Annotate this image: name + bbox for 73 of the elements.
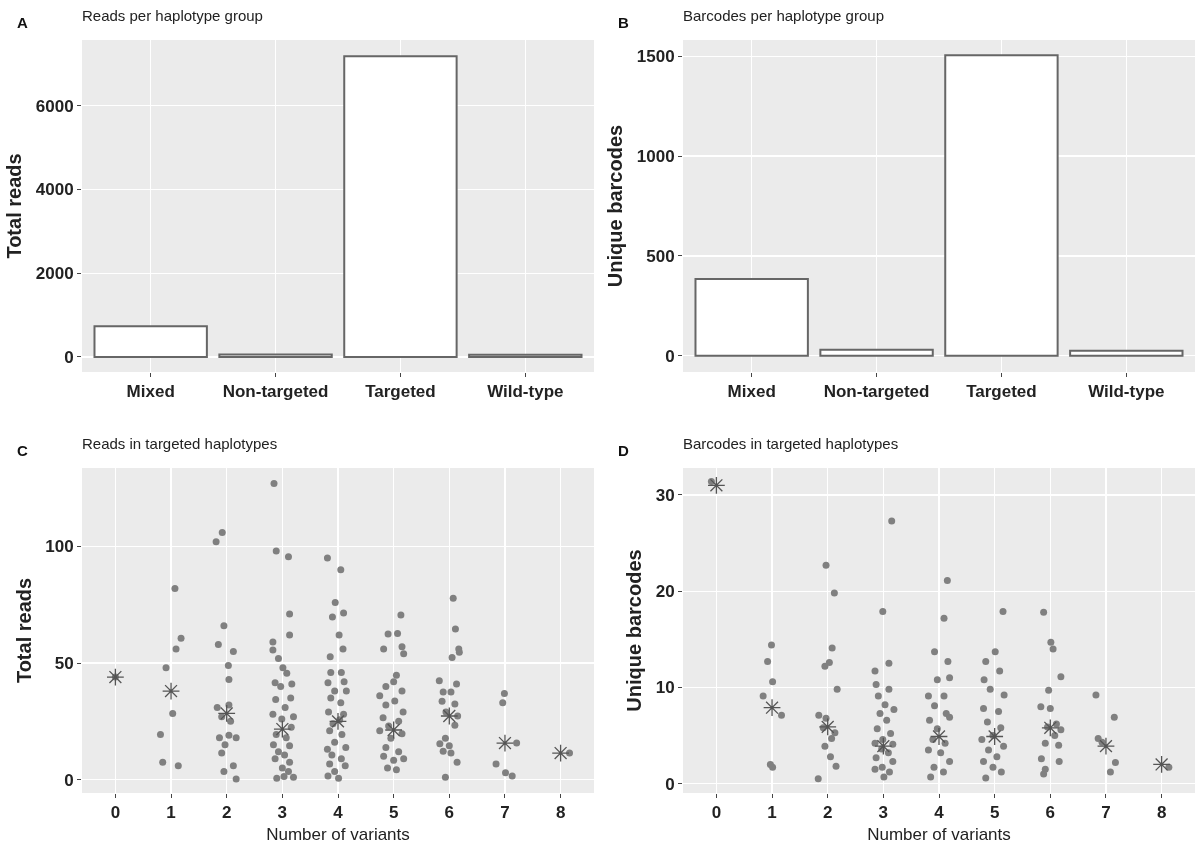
- x-tick-label: Targeted: [966, 382, 1037, 402]
- x-tick-label: 6: [1045, 803, 1056, 823]
- point: [1096, 737, 1116, 756]
- y-tick-label: 10: [655, 678, 675, 698]
- x-tick-label: Mixed: [727, 382, 776, 402]
- y-tick-label: 0: [64, 770, 74, 790]
- point: [217, 704, 236, 723]
- y-tick-label: 6000: [35, 96, 74, 116]
- point: [495, 734, 515, 753]
- y-axis-title: Total reads: [12, 577, 35, 684]
- point: [1041, 718, 1060, 737]
- x-tick-label: 3: [878, 803, 889, 823]
- x-tick-label: 3: [277, 803, 288, 823]
- x-tick-label: 0: [110, 803, 121, 823]
- text: B: [618, 14, 629, 31]
- chart-title: Reads in targeted haplotypes: [82, 435, 278, 453]
- y-axis-title: Total reads: [3, 153, 26, 259]
- x-tick-label: 5: [989, 803, 1000, 823]
- text: D: [618, 442, 629, 459]
- x-tick-label: Non-targeted: [222, 382, 329, 402]
- text: A: [17, 14, 28, 31]
- y-tick-label: 20: [655, 582, 675, 602]
- point: [1152, 755, 1171, 774]
- x-tick-label: 8: [555, 803, 566, 823]
- point: [707, 476, 726, 495]
- y-tick-label: 500: [646, 246, 675, 266]
- point: [929, 727, 949, 746]
- point: [273, 720, 292, 739]
- y-tick-label: 1000: [636, 147, 675, 167]
- y-tick-label: 100: [45, 537, 74, 557]
- y-tick-label: 0: [665, 774, 675, 794]
- point: [762, 698, 782, 717]
- y-axis-title: Unique barcodes: [623, 549, 646, 712]
- x-tick-label: 2: [221, 803, 232, 823]
- y-tick-label: 50: [54, 654, 74, 673]
- y-tick-label: 4000: [35, 180, 74, 200]
- point: [551, 744, 570, 763]
- chart-title: Reads per haplotype group: [82, 7, 263, 25]
- x-tick-label: 8: [1156, 803, 1167, 823]
- x-tick-label: 7: [500, 803, 510, 823]
- x-tick-label: 7: [1101, 803, 1111, 823]
- x-tick-label: 1: [166, 803, 176, 823]
- y-tick-label: 0: [665, 346, 675, 366]
- point: [818, 717, 837, 736]
- text: C: [17, 442, 28, 459]
- point: [874, 737, 893, 756]
- chart-title: Barcodes per haplotype group: [683, 7, 884, 25]
- x-tick-label: Wild-type: [487, 382, 564, 402]
- x-tick-label: 4: [333, 803, 344, 823]
- x-tick-label: 1: [767, 803, 777, 823]
- x-tick-label: 0: [711, 803, 722, 823]
- point: [985, 727, 1004, 746]
- x-axis-title: Number of variants: [266, 824, 410, 844]
- y-tick-label: 0: [64, 347, 74, 367]
- point: [440, 706, 459, 726]
- point: [384, 720, 403, 740]
- x-tick-label: 6: [444, 803, 455, 823]
- x-axis-title: Number of variants: [867, 824, 1011, 844]
- x-tick-label: 5: [388, 803, 399, 823]
- x-tick-label: Wild-type: [1088, 382, 1165, 402]
- x-tick-label: Targeted: [365, 382, 436, 402]
- point: [106, 668, 125, 687]
- x-tick-label: 4: [934, 803, 945, 823]
- point: [161, 681, 181, 701]
- y-axis-title: Unique barcodes: [604, 124, 627, 288]
- y-tick-label: 30: [655, 485, 675, 505]
- x-tick-label: Mixed: [126, 382, 175, 402]
- point: [328, 712, 348, 731]
- x-tick-label: 2: [822, 803, 833, 823]
- y-tick-label: 1500: [636, 47, 675, 67]
- x-tick-label: Non-targeted: [823, 382, 930, 402]
- y-tick-label: 2000: [35, 264, 74, 284]
- chart-title: Barcodes in targeted haplotypes: [683, 435, 899, 453]
